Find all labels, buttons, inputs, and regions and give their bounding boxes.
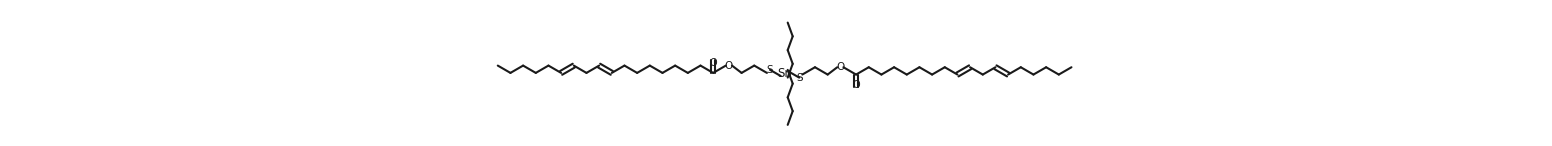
Text: S: S bbox=[796, 73, 802, 83]
Text: O: O bbox=[837, 62, 844, 72]
Text: Sn: Sn bbox=[778, 67, 792, 80]
Text: O: O bbox=[709, 58, 717, 68]
Text: O: O bbox=[725, 61, 733, 71]
Text: O: O bbox=[852, 80, 860, 90]
Text: S: S bbox=[767, 65, 773, 75]
